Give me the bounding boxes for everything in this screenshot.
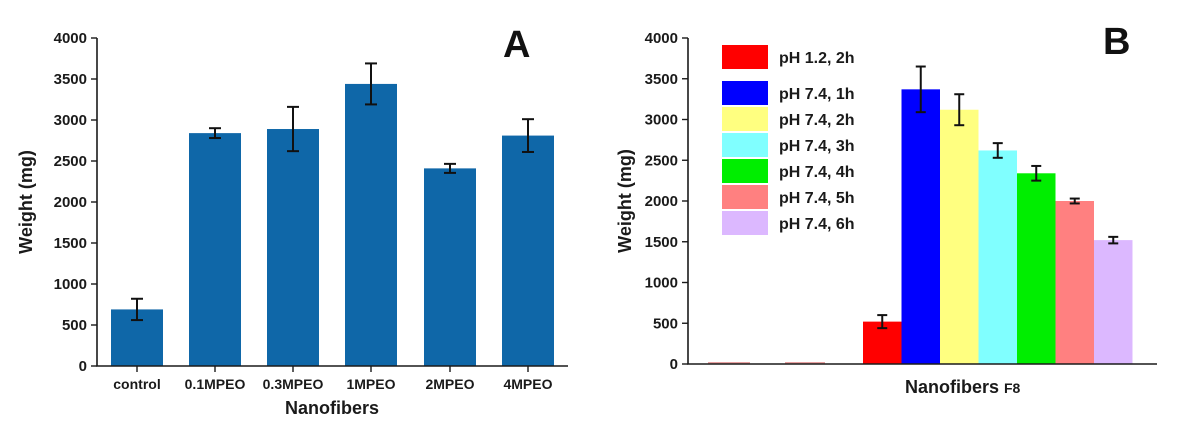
legend-swatch bbox=[722, 45, 768, 69]
panel-a-y-tick-label: 3500 bbox=[54, 71, 87, 88]
legend-swatch bbox=[722, 107, 768, 131]
panel-b-legend: pH 1.2, 2h pH 7.4, 1h pH 7.4, 2h pH 7.4, 3h… bbox=[722, 45, 855, 235]
panel-b-error-bar bbox=[1031, 164, 1042, 182]
panel-b-letter: B bbox=[1103, 21, 1130, 63]
legend-item: pH 7.4, 5h bbox=[722, 185, 855, 209]
panel-b-y-ticks: 0 500 1000 1500 2000 2500 3000 3500 4000 bbox=[645, 30, 688, 373]
panel-a-error-bar bbox=[131, 297, 143, 322]
legend-label: pH 7.4, 2h bbox=[779, 112, 855, 129]
panel-a-category-label: 0.3MPEO bbox=[263, 376, 324, 392]
panel-b-y-tick-label: 1000 bbox=[645, 275, 678, 292]
panel-b-error-bar bbox=[877, 314, 888, 330]
panel-b-y-tick-label: 4000 bbox=[645, 30, 678, 47]
legend-swatch bbox=[722, 133, 768, 157]
panel-b-bar bbox=[940, 109, 979, 364]
panel-a-bar bbox=[424, 168, 476, 366]
panel-a-error-bar bbox=[287, 105, 299, 153]
legend-item: pH 7.4, 2h bbox=[722, 107, 855, 131]
panel-b-y-axis-title: Weight (mg) bbox=[615, 149, 635, 253]
panel-b-y-tick-label: 1500 bbox=[645, 234, 678, 251]
legend-swatch bbox=[722, 211, 768, 235]
panel-b-error-bar bbox=[1069, 197, 1080, 205]
panel-a-y-axis-title: Weight (mg) bbox=[16, 150, 36, 254]
legend-label: pH 7.4, 6h bbox=[779, 216, 855, 233]
panel-b-bar bbox=[1017, 173, 1056, 364]
panel-a-category-label: 4MPEO bbox=[503, 376, 552, 392]
panel-a-bar bbox=[189, 133, 241, 366]
panel-a-y-tick-label: 2500 bbox=[54, 153, 87, 170]
panel-b-chart: 0 500 1000 1500 2000 2500 3000 3500 4000 pH 1.2,… bbox=[615, 21, 1157, 397]
panel-b-y-tick-label: 2500 bbox=[645, 152, 678, 169]
legend-swatch bbox=[722, 159, 768, 183]
panel-b-y-tick-label: 3500 bbox=[645, 71, 678, 88]
panel-b-error-bar bbox=[915, 65, 926, 114]
panel-a-error-bar bbox=[365, 62, 377, 106]
panel-b-error-bar bbox=[992, 142, 1003, 159]
panel-a-error-bar bbox=[522, 118, 534, 153]
panel-b-bar bbox=[1094, 240, 1133, 364]
legend-item: pH 7.4, 1h bbox=[722, 81, 855, 105]
panel-a-error-bar bbox=[209, 127, 221, 140]
legend-swatch bbox=[722, 81, 768, 105]
panel-b-error-bar bbox=[1108, 235, 1119, 245]
panel-b-y-tick-label: 0 bbox=[670, 356, 678, 373]
panel-a-axes bbox=[96, 38, 568, 367]
legend-label: pH 7.4, 3h bbox=[779, 138, 855, 155]
panel-b-error-bar bbox=[954, 93, 965, 127]
panel-a-y-tick-label: 3000 bbox=[54, 112, 87, 129]
panel-a-category-labels: control 0.1MPEO 0.3MPEO 1MPEO 2MPEO 4MPEO bbox=[113, 366, 553, 392]
panel-a-y-tick-label: 500 bbox=[62, 317, 87, 334]
panel-b-x-axis-title-suffix: F8 bbox=[1004, 380, 1021, 396]
legend-item: pH 7.4, 3h bbox=[722, 133, 855, 157]
legend-item: pH 7.4, 6h bbox=[722, 211, 855, 235]
panel-a-bar bbox=[345, 83, 397, 367]
panel-a-y-ticks: 0 500 1000 1500 2000 2500 3000 3500 4000 bbox=[54, 30, 97, 375]
panel-b-y-tick-label: 2000 bbox=[645, 193, 678, 210]
panel-b-bar bbox=[1055, 201, 1094, 364]
panel-b-y-tick-label: 3000 bbox=[645, 112, 678, 129]
panel-a-chart: 0 500 1000 1500 2000 2500 3000 3500 4000 control… bbox=[16, 24, 568, 418]
panel-a-bars bbox=[111, 62, 554, 367]
panel-a-bar bbox=[502, 135, 554, 366]
panel-b-bars bbox=[708, 65, 1133, 364]
panel-b-bar bbox=[901, 89, 940, 364]
legend-label: pH 7.4, 5h bbox=[779, 190, 855, 207]
legend-label: pH 7.4, 4h bbox=[779, 164, 855, 181]
legend-swatch bbox=[722, 185, 768, 209]
panel-b-axes bbox=[687, 38, 1157, 365]
panel-a-category-label: 2MPEO bbox=[425, 376, 474, 392]
panel-a-category-label: 1MPEO bbox=[346, 376, 395, 392]
panel-a-error-bar bbox=[444, 162, 456, 174]
panel-a-y-tick-label: 4000 bbox=[54, 30, 87, 47]
panel-a-y-tick-label: 1000 bbox=[54, 276, 87, 293]
panel-b-x-axis-title: Nanofibers bbox=[905, 377, 999, 397]
panel-a-category-label: 0.1MPEO bbox=[185, 376, 246, 392]
panel-a-y-tick-label: 0 bbox=[79, 358, 87, 375]
panel-a-y-tick-label: 2000 bbox=[54, 194, 87, 211]
legend-label: pH 1.2, 2h bbox=[779, 50, 855, 67]
legend-label: pH 7.4, 1h bbox=[779, 86, 855, 103]
panel-b-y-tick-label: 500 bbox=[653, 315, 678, 332]
panel-a-bar bbox=[267, 129, 319, 366]
panel-b-bar bbox=[978, 150, 1017, 364]
legend-item: pH 7.4, 4h bbox=[722, 159, 855, 183]
panel-a-category-label: control bbox=[113, 376, 160, 392]
legend-item: pH 1.2, 2h bbox=[722, 45, 855, 69]
panel-a-x-axis-title: Nanofibers bbox=[285, 398, 379, 418]
panel-a-letter: A bbox=[503, 24, 530, 66]
panel-a-y-tick-label: 1500 bbox=[54, 235, 87, 252]
